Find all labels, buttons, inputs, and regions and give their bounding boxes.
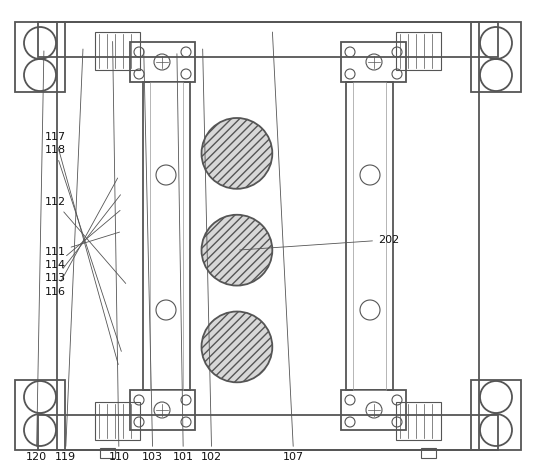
Text: 117: 117	[44, 132, 118, 364]
Text: 120: 120	[26, 51, 47, 462]
Text: 111: 111	[44, 232, 120, 257]
Bar	[38, 415, 498, 450]
Text: 101: 101	[173, 54, 194, 462]
Bar	[396, 402, 441, 440]
Bar	[353, 82, 386, 390]
Text: 119: 119	[55, 49, 83, 462]
Bar	[38, 22, 498, 57]
Bar	[421, 448, 436, 458]
Bar	[95, 402, 140, 440]
Bar	[130, 390, 195, 430]
Bar	[15, 380, 65, 450]
Bar	[150, 82, 183, 390]
Text: 110: 110	[108, 42, 130, 462]
Bar	[396, 32, 441, 70]
Bar	[341, 390, 406, 430]
Circle shape	[202, 312, 272, 382]
Bar	[130, 42, 195, 82]
Circle shape	[202, 215, 272, 286]
Text: 102: 102	[201, 49, 222, 462]
Text: 112: 112	[44, 197, 126, 284]
Bar	[15, 22, 65, 92]
Text: 202: 202	[240, 235, 399, 250]
Bar	[346, 82, 393, 390]
Text: 107: 107	[272, 32, 304, 462]
Text: 116: 116	[44, 178, 118, 297]
Bar	[471, 22, 521, 92]
Text: 103: 103	[142, 49, 163, 462]
Bar	[95, 32, 140, 70]
Bar	[100, 448, 115, 458]
Bar	[143, 82, 190, 390]
Text: 118: 118	[44, 145, 121, 351]
Text: 114: 114	[44, 211, 120, 270]
Bar	[471, 380, 521, 450]
Bar	[57, 22, 479, 450]
Circle shape	[202, 118, 272, 189]
Bar	[341, 42, 406, 82]
Text: 113: 113	[44, 195, 121, 284]
